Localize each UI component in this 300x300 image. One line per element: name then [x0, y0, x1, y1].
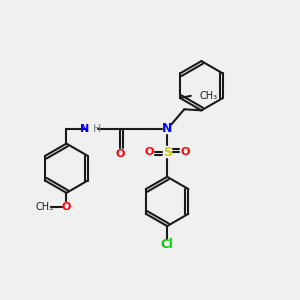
Text: Cl: Cl — [161, 238, 173, 251]
Text: S: S — [163, 146, 172, 159]
Text: N: N — [162, 122, 172, 135]
Text: N: N — [80, 124, 89, 134]
Text: H: H — [93, 124, 102, 134]
Text: O: O — [115, 149, 125, 159]
Text: CH₃: CH₃ — [200, 91, 217, 101]
Text: O: O — [144, 147, 154, 157]
Text: CH₃: CH₃ — [36, 202, 54, 212]
Text: O: O — [181, 147, 190, 157]
Text: O: O — [62, 202, 71, 212]
